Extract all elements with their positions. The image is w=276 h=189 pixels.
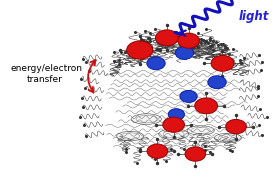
Circle shape: [168, 109, 184, 120]
Circle shape: [211, 55, 234, 71]
Circle shape: [226, 119, 246, 134]
Ellipse shape: [159, 129, 189, 139]
Circle shape: [175, 46, 194, 59]
Ellipse shape: [187, 126, 214, 135]
Circle shape: [178, 33, 199, 48]
Circle shape: [155, 30, 178, 46]
Circle shape: [163, 117, 184, 132]
Ellipse shape: [117, 131, 144, 141]
Text: energy/electron: energy/electron: [11, 64, 83, 73]
Circle shape: [180, 90, 197, 102]
Circle shape: [127, 41, 153, 59]
Circle shape: [195, 98, 217, 114]
Circle shape: [147, 144, 168, 158]
Ellipse shape: [214, 133, 242, 143]
Circle shape: [208, 76, 226, 89]
Circle shape: [147, 57, 165, 70]
Text: transfer: transfer: [27, 75, 63, 84]
Circle shape: [185, 147, 206, 161]
Ellipse shape: [132, 114, 161, 124]
Text: light: light: [239, 10, 269, 22]
FancyArrowPatch shape: [88, 60, 96, 92]
